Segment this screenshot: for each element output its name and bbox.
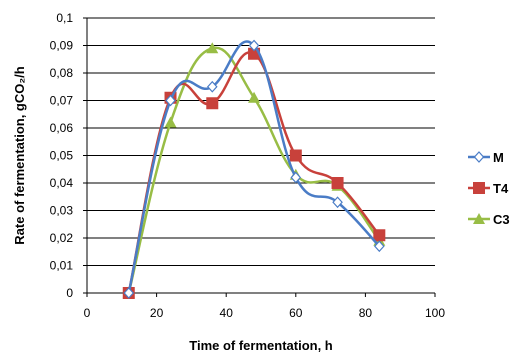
x-tick-label-3: 60: [289, 306, 303, 320]
x-axis-title: Time of fermentation, h: [189, 338, 333, 353]
y-tick-label-9: 0,09: [50, 39, 74, 53]
point-c3-1: [164, 116, 177, 128]
x-tick-label-0: 0: [84, 306, 91, 320]
legend-marker-t4: [473, 182, 485, 194]
point-t4-4: [289, 149, 302, 162]
y-tick-label-10: 0,1: [56, 11, 73, 25]
series-line-m: [127, 40, 381, 294]
point-m-3: [248, 39, 260, 52]
point-m-6: [374, 240, 385, 253]
legend-marker-m: [473, 151, 485, 163]
legend-marker-c3: [473, 213, 485, 224]
y-tick-label-0: 0: [66, 286, 73, 300]
point-c3-3: [248, 91, 261, 103]
legend-label-t4: T4: [493, 181, 509, 196]
series-m: [123, 39, 385, 299]
legend: M T4 C3: [468, 150, 510, 227]
legend-item-c3: C3: [468, 212, 510, 227]
point-t4-6: [373, 229, 386, 242]
y-tick-label-1: 0,01: [50, 259, 74, 273]
point-m-4: [290, 171, 302, 184]
legend-label-m: M: [493, 150, 504, 165]
x-tick-label-5: 100: [425, 306, 445, 320]
y-axis-title: Rate of fermentation, gCO₂/h: [12, 66, 27, 244]
x-tick-label-2: 40: [220, 306, 234, 320]
legend-label-c3: C3: [493, 212, 510, 227]
series-t4: [122, 47, 386, 299]
y-tick-label-8: 0,08: [50, 66, 74, 80]
series-line-c3: [127, 46, 381, 294]
series-c3: [122, 42, 386, 298]
y-tick-label-2: 0,02: [50, 231, 74, 245]
series-line-t4: [127, 51, 381, 294]
legend-item-t4: T4: [468, 181, 509, 196]
point-c3-2: [206, 42, 219, 54]
y-tick-label-6: 0,06: [50, 121, 74, 135]
axes: [83, 17, 436, 297]
point-m-1: [165, 94, 176, 107]
y-tick-label-4: 0,04: [50, 176, 74, 190]
legend-item-m: M: [468, 150, 504, 165]
x-tick-label-4: 80: [359, 306, 373, 320]
x-tick-label-1: 20: [150, 306, 164, 320]
point-t4-5: [331, 177, 344, 189]
y-tick-label-5: 0,05: [50, 149, 74, 163]
y-tick-label-7: 0,07: [50, 94, 74, 108]
point-m-0: [123, 287, 135, 299]
data-series: [122, 39, 386, 299]
point-t4-2: [206, 97, 219, 110]
point-m-2: [206, 80, 218, 93]
y-tick-label-3: 0,03: [50, 204, 74, 218]
point-m-5: [332, 196, 343, 209]
tick-labels: 0 0,01 0,02 0,03 0,04 0,05 0,06 0,07 0,08 0,09 0,1…: [50, 11, 446, 320]
